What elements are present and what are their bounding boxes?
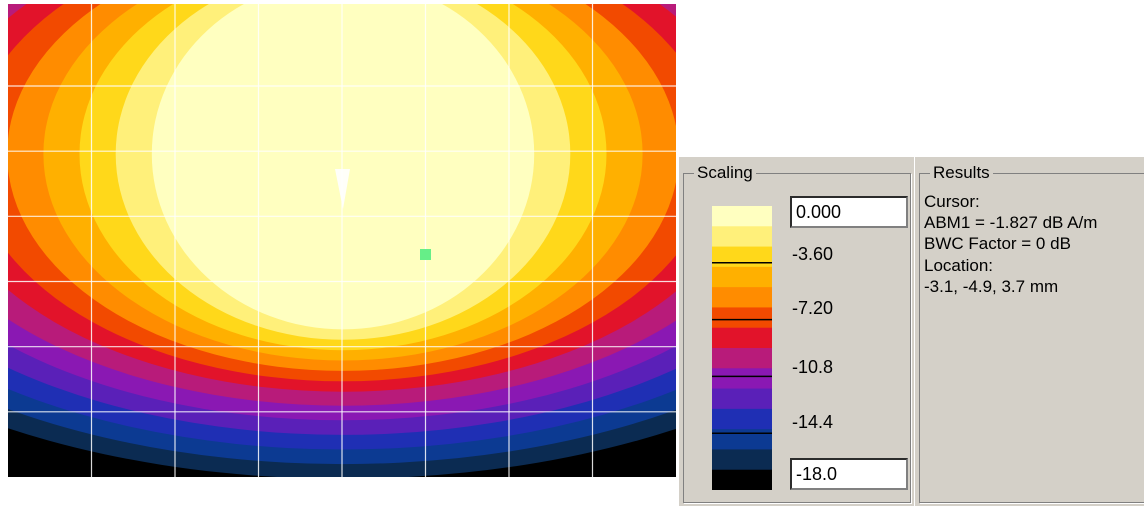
color-swatch [712, 287, 772, 309]
cursor-marker[interactable] [420, 249, 431, 260]
scaling-group: Scaling 0.000 -3.60 -7.20 -10.8 -14.4 -1… [683, 164, 911, 503]
contour-band [151, 4, 535, 330]
color-swatch [712, 226, 772, 248]
color-swatch [712, 408, 772, 430]
grid-lines [8, 4, 676, 477]
color-swatch [712, 429, 772, 451]
color-swatch [712, 307, 772, 329]
peak-marker [335, 169, 350, 209]
scale-tick-label: -14.4 [792, 412, 834, 432]
color-swatch [712, 327, 772, 349]
results-group: Results Cursor: ABM1 = -1.827 dB A/m BWC… [919, 164, 1144, 503]
color-swatch [712, 266, 772, 288]
results-panel: Results Cursor: ABM1 = -1.827 dB A/m BWC… [914, 156, 1144, 506]
scale-tick-label: -7.20 [792, 298, 834, 318]
color-swatch [712, 469, 772, 490]
color-scale-bar [712, 206, 772, 490]
location-value: -3.1, -4.9, 3.7 mm [924, 277, 1059, 296]
location-label: Location: [924, 256, 993, 275]
color-swatch [712, 206, 772, 227]
bwc-factor-value: BWC Factor = 0 dB [924, 234, 1071, 253]
color-swatch [712, 449, 772, 471]
scale-tick-label: -10.8 [792, 357, 834, 377]
color-swatch [712, 368, 772, 390]
scale-tick-label: -3.60 [792, 244, 834, 264]
abm1-value: ABM1 = -1.827 dB A/m [924, 213, 1098, 232]
scale-max-input[interactable]: 0.000 [790, 196, 908, 228]
results-title: Results [930, 164, 993, 182]
field-contour-plot[interactable] [8, 4, 676, 477]
cursor-label: Cursor: [924, 192, 980, 211]
scaling-panel: Scaling 0.000 -3.60 -7.20 -10.8 -14.4 -1… [678, 156, 914, 506]
scale-min-input[interactable]: -18.0 [790, 458, 908, 490]
scaling-title: Scaling [694, 164, 756, 182]
color-swatch [712, 348, 772, 369]
color-swatch [712, 246, 772, 268]
color-swatch [712, 388, 772, 410]
